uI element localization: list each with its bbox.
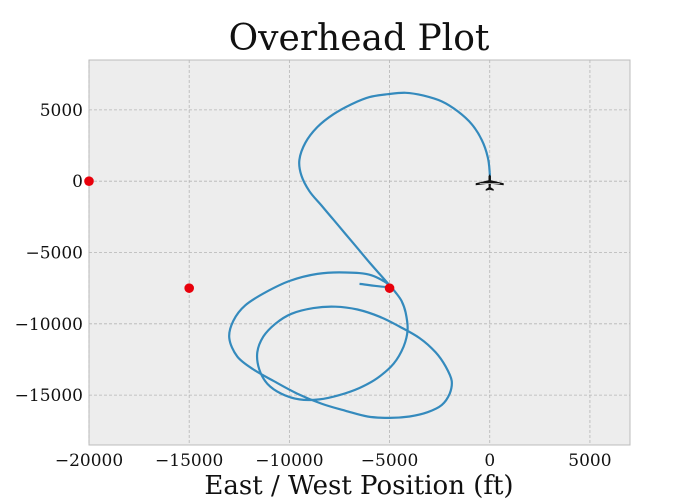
x-tick-label: −15000 — [155, 451, 223, 471]
y-tick-label: −10000 — [15, 315, 83, 335]
x-tick-label: −20000 — [55, 451, 123, 471]
flight-path-line — [228, 91, 491, 419]
waypoint-marker — [384, 283, 395, 293]
grid-lines — [88, 60, 630, 445]
waypoint-marker — [184, 283, 194, 293]
x-tick-labels: −20000 −15000 −10000 −5000 0 5000 — [55, 451, 612, 471]
y-tick-label: −5000 — [25, 244, 83, 264]
waypoint-marker — [84, 176, 94, 187]
x-axis-label: East / West Position (ft) — [204, 471, 513, 500]
x-tick-label: −10000 — [255, 451, 323, 471]
y-tick-labels: 5000 0 −5000 −10000 −15000 — [15, 101, 83, 406]
series-layer — [228, 91, 491, 419]
x-tick-label: 5000 — [568, 451, 611, 471]
aircraft-layer — [475, 174, 504, 191]
x-tick-label: −5000 — [361, 451, 419, 471]
y-tick-label: −15000 — [15, 386, 83, 406]
chart-title: Overhead Plot — [229, 18, 490, 59]
marker-layer — [84, 176, 395, 293]
y-tick-label: 5000 — [40, 101, 83, 121]
x-tick-label: 0 — [484, 451, 495, 471]
airplane-icon — [475, 174, 504, 191]
y-tick-label: 0 — [72, 172, 83, 192]
